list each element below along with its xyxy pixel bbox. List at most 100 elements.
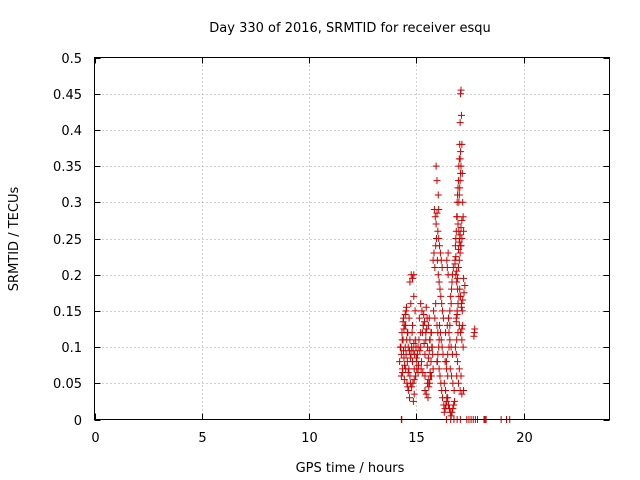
data-point [436, 372, 444, 380]
data-point [424, 321, 432, 329]
data-point [449, 405, 457, 413]
data-point [456, 231, 464, 239]
x-tick-labels: 0 5 10 15 20 [91, 431, 532, 446]
data-point [406, 379, 414, 387]
data-point [423, 361, 431, 369]
data-point [417, 300, 425, 308]
data-point [424, 394, 432, 402]
data-point [405, 387, 413, 395]
data-point [446, 321, 454, 329]
data-point [423, 325, 431, 333]
data-point [452, 253, 460, 261]
data-point [451, 260, 459, 268]
data-point [445, 314, 453, 322]
data-point [430, 249, 438, 257]
data-point [400, 347, 407, 355]
y-tick-label: 0.5 [61, 52, 82, 67]
data-point [442, 365, 450, 373]
data-point [444, 271, 452, 279]
data-point [442, 387, 450, 395]
x-tick-label: 20 [516, 431, 533, 446]
data-point [415, 314, 423, 322]
data-point [436, 249, 444, 257]
y-tick-label: 0.45 [53, 88, 82, 103]
data-point [457, 86, 465, 94]
data-point [447, 292, 455, 300]
data-point [427, 329, 435, 337]
data-point [404, 368, 412, 376]
data-point [443, 263, 451, 271]
data-point [440, 408, 448, 416]
y-tick-label: 0.1 [61, 341, 82, 356]
data-point [455, 238, 463, 246]
data-point [457, 292, 465, 300]
data-point [426, 379, 434, 387]
chart-title: Day 330 of 2016, SRMTID for receiver esq… [209, 21, 490, 36]
data-point [450, 401, 458, 409]
data-point [438, 300, 446, 308]
data-point [436, 285, 444, 293]
data-point [431, 213, 439, 221]
data-point [443, 256, 451, 264]
data-point [428, 343, 436, 351]
data-point [400, 376, 408, 384]
axis-ticks [94, 57, 610, 421]
data-point [403, 303, 411, 311]
data-point [432, 220, 440, 228]
data-point [409, 321, 417, 329]
data-points [396, 86, 514, 423]
data-point [452, 350, 460, 358]
data-point [407, 300, 415, 308]
data-point [421, 318, 429, 326]
data-point [400, 325, 408, 333]
data-point [456, 177, 464, 185]
data-point [454, 220, 462, 228]
data-point [439, 307, 447, 315]
data-point [425, 383, 433, 391]
data-point [405, 314, 413, 322]
data-point [424, 354, 432, 362]
data-point [409, 397, 417, 405]
data-point [454, 245, 462, 253]
data-point [397, 372, 405, 380]
data-point [432, 162, 440, 170]
data-point [412, 372, 420, 380]
data-point [410, 390, 418, 398]
data-point [417, 343, 425, 351]
data-point [431, 263, 439, 271]
data-point [410, 376, 418, 384]
data-point [413, 350, 421, 358]
data-point [453, 311, 461, 319]
y-tick-label: 0.25 [53, 233, 82, 248]
data-point [429, 365, 437, 373]
data-point [458, 336, 466, 344]
data-point [420, 311, 428, 319]
data-point [448, 285, 456, 293]
data-point [427, 358, 435, 366]
data-point [451, 397, 459, 405]
data-point [432, 300, 440, 308]
y-tick-label: 0.2 [61, 269, 82, 284]
data-point [453, 372, 461, 380]
data-point [457, 169, 465, 177]
data-point [457, 242, 465, 250]
data-point [446, 307, 454, 315]
data-point [435, 365, 443, 373]
data-point [456, 285, 464, 293]
data-point [457, 224, 465, 232]
y-tick-label: 0.35 [53, 160, 82, 175]
data-point [425, 347, 433, 355]
data-point [460, 274, 468, 282]
data-point [434, 191, 442, 199]
data-point [410, 292, 418, 300]
data-point [398, 336, 406, 344]
data-point [401, 321, 409, 329]
data-point [434, 227, 442, 235]
data-point [456, 184, 464, 192]
data-point [454, 358, 462, 366]
data-point [435, 206, 443, 214]
data-point [437, 336, 445, 344]
data-point [454, 379, 462, 387]
x-tick-label: 15 [408, 431, 425, 446]
